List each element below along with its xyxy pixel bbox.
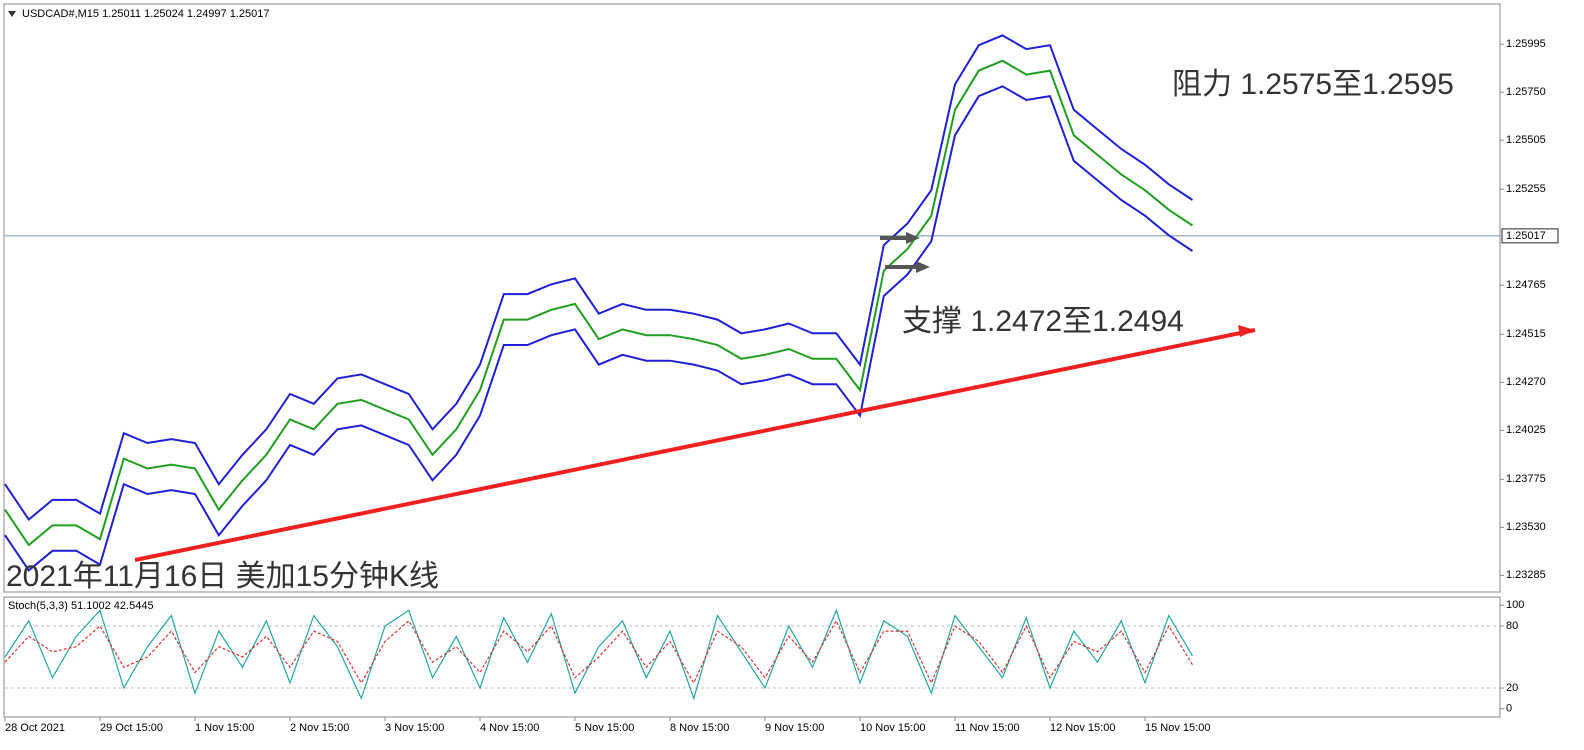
chart-caption: 2021年11月16日 美加15分钟K线 xyxy=(6,560,439,593)
x-tick-label: 15 Nov 15:00 xyxy=(1145,722,1210,734)
x-tick-label: 3 Nov 15:00 xyxy=(385,722,444,734)
y-tick-label: 1.24270 xyxy=(1506,376,1546,388)
last-price-label: 1.25017 xyxy=(1506,230,1546,242)
y-tick-label: 1.24025 xyxy=(1506,424,1546,436)
x-tick-label: 29 Oct 15:00 xyxy=(100,722,163,734)
x-tick-label: 1 Nov 15:00 xyxy=(195,722,254,734)
x-tick-label: 11 Nov 15:00 xyxy=(955,722,1020,734)
trend-line xyxy=(134,328,1256,562)
x-tick-label: 28 Oct 2021 xyxy=(5,722,65,734)
series-line xyxy=(4,59,1194,547)
arrow-head xyxy=(916,261,930,273)
x-tick-label: 2 Nov 15:00 xyxy=(290,722,349,734)
y-tick-label: 1.25505 xyxy=(1506,134,1546,146)
x-tick-label: 4 Nov 15:00 xyxy=(480,722,539,734)
y-tick-label: 100 xyxy=(1506,599,1524,611)
series-line xyxy=(4,34,1194,521)
series-line xyxy=(4,85,1194,572)
y-tick-label: 1.23775 xyxy=(1506,473,1546,485)
y-tick-label: 1.25255 xyxy=(1506,183,1546,195)
price-panel xyxy=(3,3,1501,593)
y-tick-label: 1.24765 xyxy=(1506,279,1546,291)
y-tick-label: 20 xyxy=(1506,682,1518,694)
trend-arrow xyxy=(1238,325,1255,337)
x-tick-label: 9 Nov 15:00 xyxy=(765,722,824,734)
stoch-panel xyxy=(3,596,1501,718)
y-tick-label: 1.23285 xyxy=(1506,569,1546,581)
chart-title: USDCAD#,M15 1.25011 1.25024 1.24997 1.25… xyxy=(22,8,269,20)
y-tick-label: 80 xyxy=(1506,620,1518,632)
y-tick-label: 1.24515 xyxy=(1506,328,1546,340)
stoch-title: Stoch(5,3,3) 51.1002 42.5445 xyxy=(8,600,154,612)
series-line xyxy=(4,619,1194,685)
series-line xyxy=(4,608,1194,701)
x-tick-label: 5 Nov 15:00 xyxy=(575,722,634,734)
x-tick-label: 8 Nov 15:00 xyxy=(670,722,729,734)
y-tick-label: 0 xyxy=(1506,703,1512,715)
support-note: 支撑 1.2472至1.2494 xyxy=(902,305,1184,338)
x-tick-label: 10 Nov 15:00 xyxy=(860,722,925,734)
x-tick-label: 12 Nov 15:00 xyxy=(1050,722,1115,734)
arrow-head xyxy=(906,232,920,244)
y-tick-label: 1.23530 xyxy=(1506,521,1546,533)
last-price-box xyxy=(1501,228,1559,244)
resistance-note: 阻力 1.2575至1.2595 xyxy=(1172,68,1454,101)
y-tick-label: 1.25995 xyxy=(1506,38,1546,50)
menu-icon xyxy=(8,11,16,17)
y-tick-label: 1.25750 xyxy=(1506,86,1546,98)
